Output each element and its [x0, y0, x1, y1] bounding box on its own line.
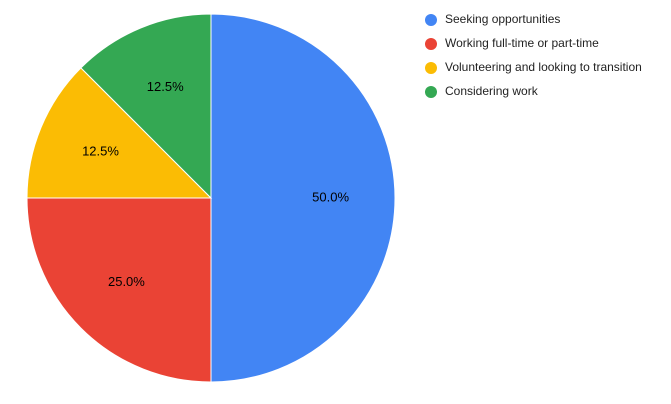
- pie-slices: [26, 13, 396, 383]
- legend-swatch-2: [425, 62, 437, 74]
- pie-slice-1: [26, 197, 212, 383]
- legend-swatch-3: [425, 86, 437, 98]
- legend-label-2: Volunteering and looking to transition: [445, 60, 642, 74]
- pie-slice-2: [26, 67, 213, 199]
- pie-slice-label-3: 12.5%: [147, 79, 184, 94]
- pie-slice-labels: 50.0% 25.0% 12.5% 12.5%: [82, 79, 349, 289]
- legend-label-1: Working full-time or part-time: [445, 36, 599, 50]
- legend-item-3: Considering work: [425, 84, 539, 98]
- pie-slice-label-0: 50.0%: [312, 189, 349, 204]
- pie-slice-0: [210, 13, 396, 383]
- pie-slice-3: [80, 13, 212, 200]
- legend-item-0: Seeking opportunities: [425, 12, 560, 26]
- legend: Seeking opportunities Working full-time o…: [425, 12, 642, 98]
- legend-label-3: Considering work: [445, 84, 539, 98]
- legend-swatch-1: [425, 38, 437, 50]
- pie-slice-label-1: 25.0%: [108, 274, 145, 289]
- legend-swatch-0: [425, 14, 437, 26]
- legend-item-1: Working full-time or part-time: [425, 36, 599, 50]
- legend-label-0: Seeking opportunities: [445, 12, 560, 26]
- legend-item-2: Volunteering and looking to transition: [425, 60, 642, 74]
- pie-slice-label-2: 12.5%: [82, 144, 119, 159]
